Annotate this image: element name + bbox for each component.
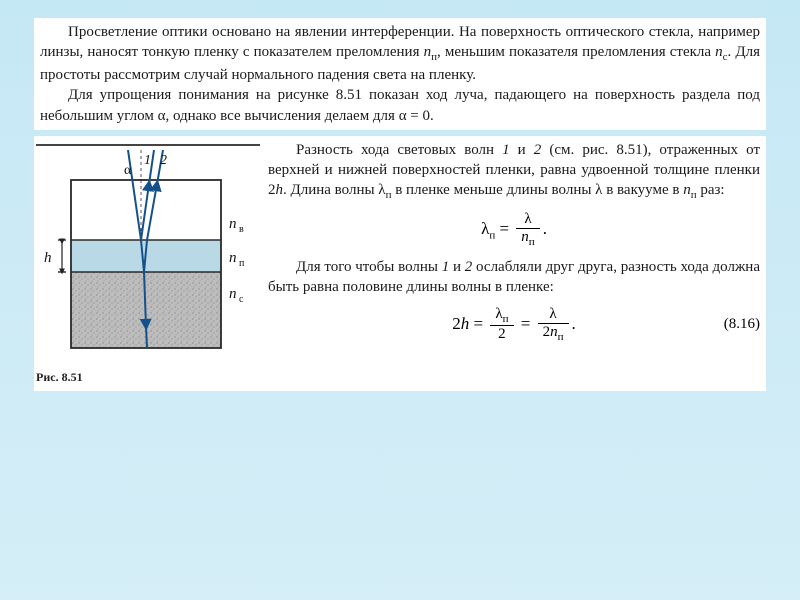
- svg-text:h: h: [44, 250, 52, 266]
- paragraph-3: Разность хода световых волн 1 и 2 (см. р…: [268, 140, 760, 203]
- text-column: Разность хода световых волн 1 и 2 (см. р…: [268, 138, 760, 385]
- paragraph-1: Просветление оптики основано на явлении …: [40, 22, 760, 85]
- formula-2-row: 2h = λп 2 = λ 2nп . (8.16): [268, 306, 760, 344]
- svg-text:1: 1: [144, 153, 151, 168]
- svg-text:в: в: [239, 224, 244, 235]
- svg-text:с: с: [239, 294, 244, 305]
- svg-text:α: α: [124, 163, 132, 178]
- paragraph-2: Для упрощения понимания на рисунке 8.51 …: [40, 85, 760, 126]
- figure-column: nв nп nс h: [36, 138, 268, 385]
- equation-number: (8.16): [724, 316, 760, 333]
- svg-text:2: 2: [160, 153, 167, 168]
- formula-1: λп = λ nп .: [268, 211, 760, 249]
- intro-block: Просветление оптики основано на явлении …: [34, 18, 766, 130]
- svg-text:п: п: [239, 258, 245, 269]
- page: Просветление оптики основано на явлении …: [0, 0, 800, 600]
- svg-text:n: n: [229, 250, 237, 266]
- figure-8-51: nв nп nс h: [36, 150, 251, 368]
- svg-text:n: n: [229, 286, 237, 302]
- paragraph-4: Для того чтобы волны 1 и 2 ослабляли дру…: [268, 257, 760, 298]
- figure-wrap: nв nп nс h: [36, 144, 260, 385]
- figure-caption: Рис. 8.51: [36, 370, 260, 385]
- formula-2: 2h = λп 2 = λ 2nп .: [452, 306, 576, 344]
- figure-and-text: nв nп nс h: [34, 136, 766, 391]
- svg-text:n: n: [229, 216, 237, 232]
